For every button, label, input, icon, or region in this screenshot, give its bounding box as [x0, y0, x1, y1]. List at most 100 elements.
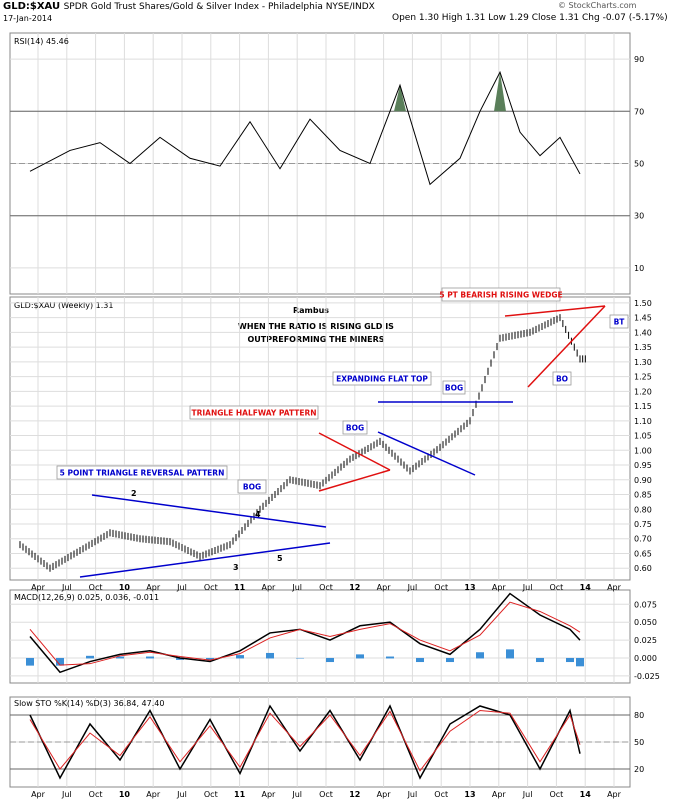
macd-line [29, 592, 581, 674]
annotation-label-5: BOG [445, 384, 463, 393]
x-tick-label-10: Oct [319, 583, 333, 592]
price-y-tick-label: 0.85 [634, 491, 652, 500]
x-tick-label-20: Apr [607, 583, 622, 592]
rsi-y-tick-label: 30 [634, 212, 644, 221]
macd-y-tick-label: 0.050 [634, 618, 657, 627]
macd-histogram-bar [236, 655, 244, 659]
macd-panel-frame [9, 589, 631, 684]
price-y-tick-label: 1.05 [634, 432, 652, 441]
x-tick-label-bottom-19: 14 [580, 790, 592, 799]
price-y-tick-label: 0.80 [634, 505, 652, 514]
price-y-tick-label: 1.25 [634, 373, 652, 382]
x-tick-label-3: 10 [119, 583, 131, 592]
x-tick-label-13: Jul [407, 583, 418, 592]
x-tick-label-16: Apr [492, 583, 507, 592]
macd-histogram-bar [326, 657, 334, 663]
x-tick-label-bottom-7: 11 [234, 790, 246, 799]
price-y-tick-label: 1.00 [634, 446, 652, 455]
macd-histogram-bar [146, 656, 154, 659]
annotation-box-3 [342, 420, 368, 435]
annotation-label-0: 5 POINT TRIANGLE REVERSAL PATTERN [60, 469, 225, 478]
x-tick-label-1: Jul [61, 583, 72, 592]
macd-histogram-bar [56, 657, 64, 666]
x-tick-label-bottom-3: 10 [119, 790, 131, 799]
annotation-label-8: BO [556, 375, 568, 384]
macd-histogram-bar [536, 657, 544, 663]
x-tick-label-4: Apr [146, 583, 161, 592]
x-tick-label-11: 12 [349, 583, 360, 592]
x-tick-label-bottom-2: Oct [89, 790, 103, 799]
macd-histogram-bar [206, 657, 214, 660]
pattern-point-label: 4 [255, 510, 261, 519]
x-tick-label-bottom-12: Apr [377, 790, 392, 799]
annotation-box-4 [332, 371, 432, 386]
annotation-box-0 [56, 465, 228, 480]
annotation-box-1 [237, 479, 267, 494]
pattern-point-label: 2 [131, 489, 137, 498]
macd-histogram-bar [566, 657, 574, 663]
x-tick-label-bottom-6: Oct [204, 790, 218, 799]
x-tick-label-bottom-15: 13 [464, 790, 475, 799]
macd-histogram-bar [266, 652, 274, 659]
chart-date: 17-Jan-2014 [3, 14, 53, 23]
x-tick-label-bottom-8: Apr [261, 790, 276, 799]
x-tick-label-12: Apr [377, 583, 392, 592]
x-tick-label-bottom-13: Jul [407, 790, 418, 799]
annotation-box-2 [189, 405, 319, 420]
x-tick-label-18: Oct [549, 583, 563, 592]
price-y-tick-label: 1.15 [634, 402, 652, 411]
symbol: GLD:$XAU [3, 1, 61, 12]
price-quote: Open 1.30 High 1.31 Low 1.29 Close 1.31 … [392, 13, 668, 23]
sto-y-tick-label: 80 [634, 711, 644, 720]
x-tick-label-bottom-18: Oct [549, 790, 563, 799]
macd-y-tick-label: -0.025 [634, 672, 660, 681]
rsi-line [29, 70, 581, 186]
macd-histogram-bar [116, 656, 124, 659]
rambus-line1: WHEN THE RATIO IS RISING GLD IS [238, 322, 394, 331]
annotation-label-2: TRIANGLE HALFWAY PATTERN [191, 409, 316, 418]
x-tick-label-bottom-17: Jul [522, 790, 533, 799]
rsi-overbought-fill [394, 85, 406, 112]
macd-histogram-bar [506, 649, 514, 659]
sto-d-line [29, 709, 581, 772]
price-y-tick-label: 0.65 [634, 549, 652, 558]
annotation-box-8 [552, 371, 572, 386]
macd-y-tick-label: 0.025 [634, 636, 657, 645]
macd-histogram-bar [86, 655, 94, 659]
macd-y-tick-label: 0.075 [634, 600, 657, 609]
x-tick-label-0: Apr [31, 583, 46, 592]
rsi-y-tick-label: 10 [634, 264, 644, 273]
pattern-point-label: 3 [233, 563, 239, 572]
triangle-lower-line [79, 542, 331, 578]
description: SPDR Gold Trust Shares/Gold & Silver Ind… [63, 2, 375, 12]
x-tick-label-2: Oct [89, 583, 103, 592]
macd-histogram-bar [476, 652, 484, 659]
macd-histogram-bar [356, 654, 364, 659]
x-tick-label-bottom-9: Jul [291, 790, 302, 799]
x-tick-label-bottom-4: Apr [146, 790, 161, 799]
price-y-tick-label: 1.40 [634, 328, 652, 337]
macd-y-tick-label: 0.000 [634, 654, 657, 663]
price-panel-frame [9, 296, 631, 581]
x-tick-label-bottom-5: Jul [176, 790, 187, 799]
rambus-author: Rambus [292, 306, 330, 315]
rsi-y-tick-label: 50 [634, 160, 644, 169]
annotation-box-7 [609, 314, 629, 329]
x-tick-label-bottom-1: Jul [61, 790, 72, 799]
annotation-box-5 [442, 380, 466, 395]
x-tick-label-bottom-10: Oct [319, 790, 333, 799]
price-y-tick-label: 1.20 [634, 387, 652, 396]
rsi-label: RSI(14) 45.46 [14, 37, 69, 46]
x-tick-label-6: Oct [204, 583, 218, 592]
price-y-tick-label: 0.70 [634, 535, 652, 544]
annotation-box-6 [441, 287, 561, 302]
rsi-y-tick-label: 90 [634, 55, 644, 64]
x-tick-label-8: Apr [261, 583, 276, 592]
annotation-label-6: 5 PT BEARISH RISING WEDGE [439, 291, 562, 300]
price-y-tick-label: 1.10 [634, 417, 652, 426]
x-tick-label-17: Jul [522, 583, 533, 592]
watermark: © StockCharts.com [558, 1, 637, 10]
price-y-tick-label: 0.90 [634, 476, 652, 485]
macd-histogram-bar [296, 657, 304, 659]
